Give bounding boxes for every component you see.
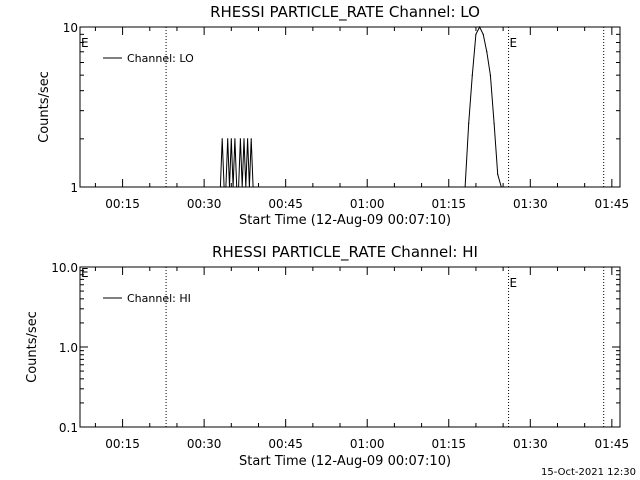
data-point — [219, 186, 222, 188]
x-tick-label: 00:30 — [187, 197, 222, 211]
legend-label: Channel: HI — [127, 292, 191, 305]
data-point — [245, 186, 247, 188]
plot-frame — [79, 266, 621, 428]
footer-timestamp: 15-Oct-2021 12:30 — [541, 467, 636, 478]
data-point — [482, 33, 484, 35]
x-tick-label: 00:30 — [187, 437, 222, 451]
x-tick-label: 00:45 — [268, 197, 303, 211]
data-point — [500, 186, 502, 188]
data-point — [237, 186, 240, 188]
y-tick-label: 10 — [63, 21, 78, 35]
data-point — [223, 186, 225, 188]
x-tick-label: 01:00 — [350, 197, 385, 211]
data-point — [241, 186, 243, 188]
time-marker-label: E — [510, 276, 518, 290]
data-point — [227, 138, 229, 140]
data-point — [486, 51, 488, 53]
chart-bottom: RHESSI PARTICLE_RATE Channel: HI 00:15 00… — [25, 243, 629, 469]
data-point — [243, 138, 245, 140]
y-axis-label: Counts/sec — [37, 71, 52, 143]
time-marker-label: E — [510, 36, 518, 50]
left-marker-label: E — [81, 36, 89, 50]
legend-label: Channel: LO — [127, 52, 194, 65]
data-point — [228, 186, 231, 188]
data-point — [234, 138, 236, 140]
y-tick-label: 10.0 — [51, 261, 78, 275]
data-point — [248, 186, 251, 188]
x-tick-label: 01:15 — [431, 437, 466, 451]
y-tick-label: 1 — [70, 181, 78, 195]
legend: Channel: HI — [103, 292, 191, 305]
data-point — [464, 186, 466, 188]
x-axis-label: Start Time (12-Aug-09 00:07:10) — [239, 454, 451, 469]
x-tick-label: 01:45 — [595, 197, 630, 211]
data-point — [250, 138, 252, 140]
data-point — [493, 122, 495, 124]
data-point — [497, 173, 499, 175]
chart-title: RHESSI PARTICLE_RATE Channel: HI — [212, 243, 478, 262]
data-point — [225, 186, 227, 188]
y-tick-label: 0.1 — [59, 421, 78, 435]
data-point — [504, 186, 506, 188]
data-point — [468, 122, 470, 124]
left-marker-label: E — [81, 266, 89, 280]
x-tick-label: 01:30 — [513, 197, 548, 211]
x-tick-label: 01:00 — [350, 437, 385, 451]
data-point — [252, 186, 254, 188]
y-tick-label: 1.0 — [59, 341, 78, 355]
legend: Channel: LO — [103, 52, 194, 65]
plot-frame — [79, 26, 621, 188]
data-point — [230, 138, 232, 140]
data-point — [239, 138, 241, 140]
x-tick-label: 00:45 — [268, 437, 303, 451]
data-point — [478, 26, 481, 28]
data-point — [232, 186, 234, 188]
data-point — [475, 33, 477, 35]
data-point — [247, 138, 249, 140]
x-tick-label: 01:15 — [431, 197, 466, 211]
series-line — [219, 25, 505, 188]
y-axis-label: Counts/sec — [25, 311, 40, 383]
data-point — [221, 138, 223, 140]
x-tick-label: 00:15 — [105, 437, 140, 451]
data-point — [471, 74, 473, 76]
x-tick-label: 01:30 — [513, 437, 548, 451]
x-tick-label: 00:15 — [105, 197, 140, 211]
chart-title: RHESSI PARTICLE_RATE Channel: LO — [210, 3, 480, 22]
chart-top: RHESSI PARTICLE_RATE Channel: LO 00:15 00… — [37, 3, 629, 228]
data-point — [489, 74, 492, 76]
x-axis-label: Start Time (12-Aug-09 00:07:10) — [239, 213, 451, 228]
data-point — [236, 186, 238, 188]
x-tick-label: 01:45 — [595, 437, 630, 451]
